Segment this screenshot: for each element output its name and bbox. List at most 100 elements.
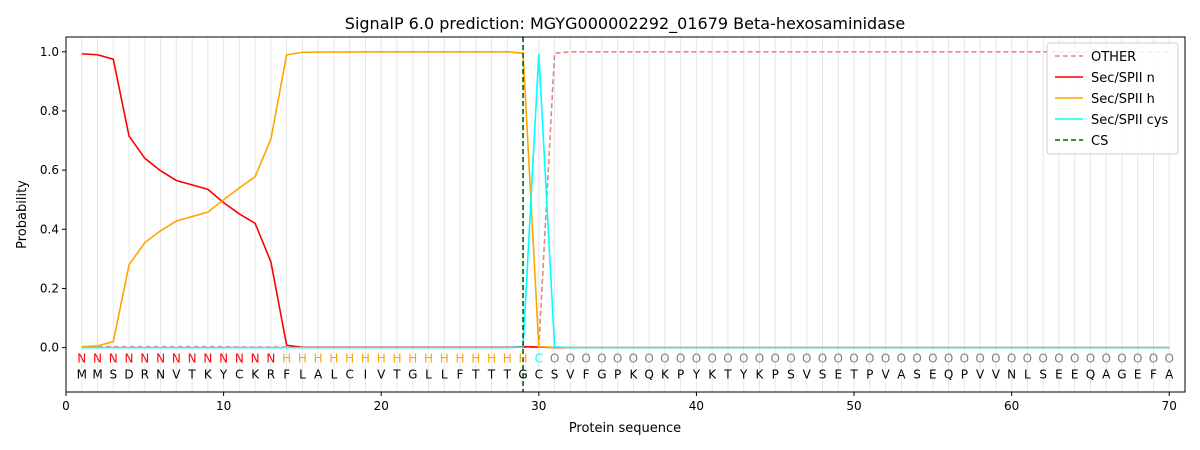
- region-label: O: [770, 351, 779, 365]
- legend-box: [1046, 42, 1179, 155]
- y-tick-label: 0.0: [40, 341, 59, 355]
- residue-label: V: [172, 368, 181, 382]
- chart-title: SignalP 6.0 prediction: MGYG000002292_01…: [345, 14, 905, 34]
- residue-label: P: [961, 368, 968, 382]
- residue-label: A: [314, 368, 323, 382]
- region-label: N: [109, 351, 118, 365]
- region-label: O: [550, 351, 559, 365]
- region-label: O: [975, 351, 984, 365]
- region-label: O: [849, 351, 858, 365]
- legend-label: Sec/SPII n: [1091, 71, 1155, 86]
- region-label: N: [140, 351, 149, 365]
- residue-label: V: [566, 368, 575, 382]
- region-label: N: [219, 351, 228, 365]
- y-tick-label: 0.4: [40, 222, 59, 236]
- region-label: O: [597, 351, 606, 365]
- region-label: O: [912, 351, 921, 365]
- residue-label: F: [283, 368, 290, 382]
- region-label: O: [1007, 351, 1016, 365]
- series-line-sec-spii-n: [81, 53, 1170, 349]
- y-tick-label: 0.6: [40, 163, 59, 177]
- residue-label: Q: [944, 368, 953, 382]
- legend-label: OTHER: [1091, 50, 1136, 65]
- region-label: H: [424, 351, 433, 365]
- series-line-sec-spii-h: [81, 50, 1170, 349]
- y-axis-label: Probability: [15, 180, 30, 249]
- residue-label: K: [661, 368, 670, 382]
- region-label: O: [660, 351, 669, 365]
- residue-label: K: [251, 368, 260, 382]
- region-label: O: [1038, 351, 1047, 365]
- region-label: H: [345, 351, 354, 365]
- region-label: O: [1023, 351, 1032, 365]
- residue-label: L: [1024, 368, 1031, 382]
- region-label: H: [392, 351, 401, 365]
- residue-label: E: [834, 368, 842, 382]
- residue-label: T: [503, 368, 512, 382]
- region-label: O: [613, 351, 622, 365]
- region-label: O: [1149, 351, 1158, 365]
- region-label: O: [928, 351, 937, 365]
- residue-label: V: [976, 368, 985, 382]
- region-label: H: [440, 351, 449, 365]
- region-label: N: [172, 351, 181, 365]
- region-label: H: [455, 351, 464, 365]
- region-label: O: [1101, 351, 1110, 365]
- region-label: N: [203, 351, 212, 365]
- residue-label: K: [756, 368, 765, 382]
- residue-label: F: [583, 368, 590, 382]
- residue-label: K: [629, 368, 638, 382]
- region-label: O: [1117, 351, 1126, 365]
- region-label: H: [408, 351, 417, 365]
- residue-label: V: [377, 368, 386, 382]
- region-label: O: [1086, 351, 1095, 365]
- residue-label: T: [392, 368, 401, 382]
- legend-label: Sec/SPII cys: [1091, 113, 1169, 128]
- region-label: O: [818, 351, 827, 365]
- region-label: O: [707, 351, 716, 365]
- region-label: N: [188, 351, 197, 365]
- residue-label: S: [551, 368, 559, 382]
- residue-label: N: [1007, 368, 1016, 382]
- residue-label: N: [156, 368, 165, 382]
- region-label: H: [298, 351, 307, 365]
- residue-label: Y: [739, 368, 748, 382]
- residue-label: E: [1134, 368, 1142, 382]
- region-label: H: [329, 351, 338, 365]
- y-tick-label: 0.2: [40, 281, 59, 295]
- residue-label: R: [141, 368, 149, 382]
- region-label: H: [361, 351, 370, 365]
- region-label: O: [960, 351, 969, 365]
- residue-label: F: [457, 368, 464, 382]
- residue-label: G: [408, 368, 417, 382]
- region-label: O: [1070, 351, 1079, 365]
- series-line-other: [81, 50, 1170, 349]
- residue-label: T: [471, 368, 480, 382]
- residue-label: V: [992, 368, 1001, 382]
- residue-label: E: [929, 368, 937, 382]
- region-label: O: [723, 351, 732, 365]
- x-tick-label: 20: [374, 399, 389, 413]
- residue-label: L: [441, 368, 448, 382]
- residue-label: Q: [644, 368, 653, 382]
- region-label: O: [566, 351, 575, 365]
- residue-label: P: [614, 368, 621, 382]
- residue-label: T: [487, 368, 496, 382]
- plot-frame: [65, 36, 1186, 393]
- region-label: N: [93, 351, 102, 365]
- region-label: H: [377, 351, 386, 365]
- residue-label: S: [787, 368, 795, 382]
- region-label: H: [471, 351, 480, 365]
- x-tick-label: 10: [216, 399, 231, 413]
- residue-label: L: [331, 368, 338, 382]
- residue-label: E: [1071, 368, 1079, 382]
- residue-label: M: [77, 368, 87, 382]
- residue-label: Y: [692, 368, 701, 382]
- residue-label: L: [299, 368, 306, 382]
- residue-label: K: [708, 368, 717, 382]
- x-tick-layer: 0 10 20 30 40 50 60 70: [62, 392, 1177, 413]
- residue-label: T: [723, 368, 732, 382]
- region-label: N: [251, 351, 260, 365]
- region-label: H: [314, 351, 323, 365]
- region-label: O: [644, 351, 653, 365]
